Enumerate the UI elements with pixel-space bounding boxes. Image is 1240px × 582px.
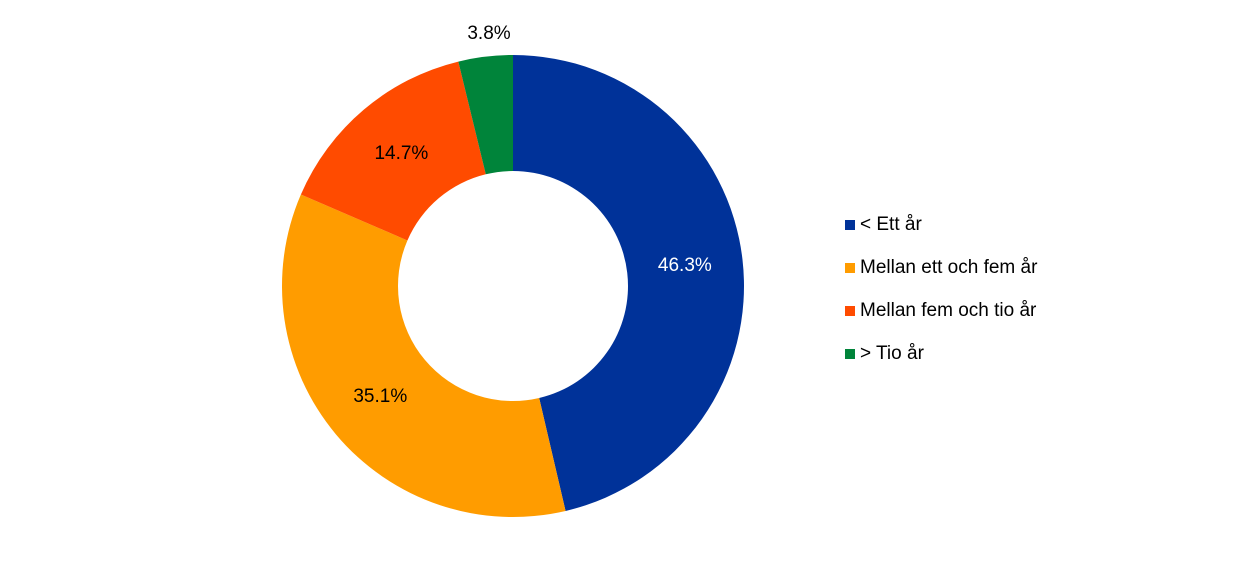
data-label: 35.1% xyxy=(353,386,407,407)
data-label: 46.3% xyxy=(658,255,712,276)
legend-label: > Tio år xyxy=(860,343,925,364)
donut-slice xyxy=(300,61,486,241)
donut-slice xyxy=(458,55,513,175)
donut-slice xyxy=(282,194,566,518)
legend-swatch xyxy=(845,263,855,273)
legend-swatch xyxy=(845,220,855,230)
donut-slice xyxy=(513,55,745,511)
legend-swatch xyxy=(845,349,855,359)
data-label: 14.7% xyxy=(374,143,428,164)
data-label: 3.8% xyxy=(467,23,510,44)
legend-label: Mellan fem och tio år xyxy=(860,300,1037,321)
legend-label: < Ett år xyxy=(860,214,922,235)
legend-swatch xyxy=(845,306,855,316)
legend-label: Mellan ett och fem år xyxy=(860,257,1038,278)
